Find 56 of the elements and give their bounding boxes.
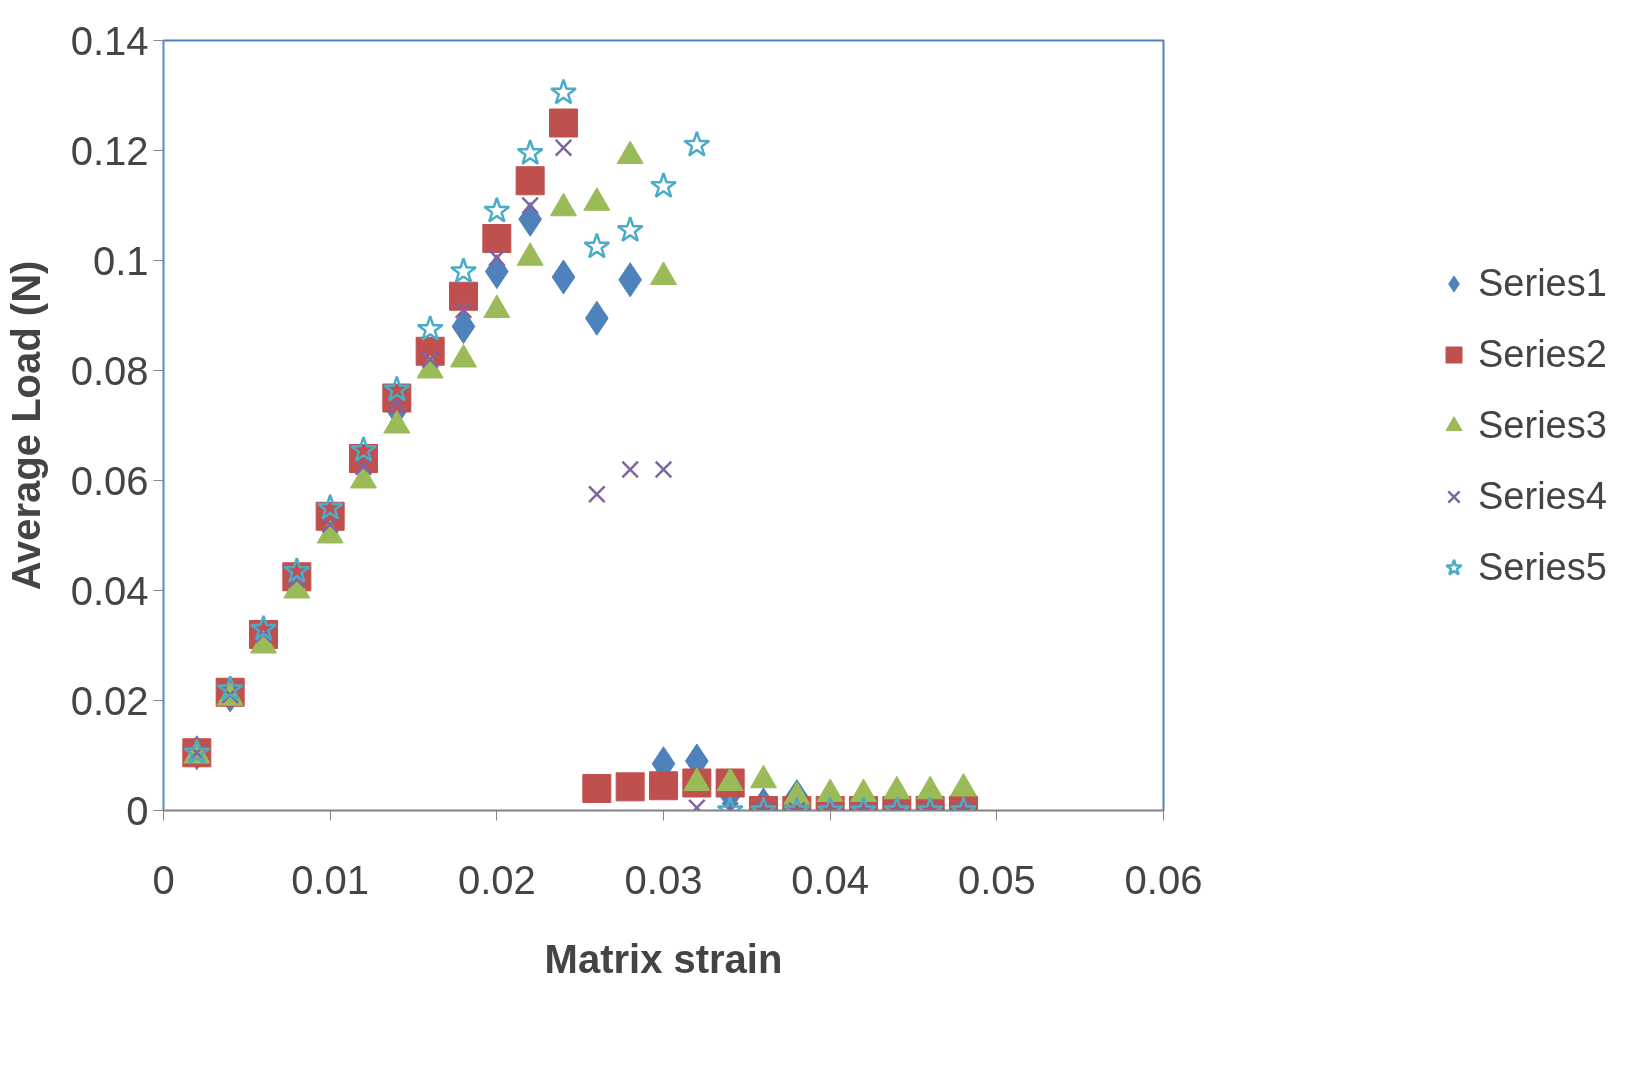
point	[482, 224, 512, 253]
point	[449, 257, 478, 284]
point	[521, 196, 540, 215]
x-axis-title: Matrix strain	[544, 936, 783, 981]
legend-label: Series1	[1478, 261, 1608, 305]
x-tick-label: 0.01	[291, 857, 370, 902]
x-tick-label: 0.06	[1124, 857, 1203, 902]
point	[683, 130, 711, 157]
y-tick-label: 0.04	[70, 568, 149, 613]
point	[416, 315, 444, 342]
y-tick-label: 0	[126, 788, 149, 833]
point	[750, 764, 777, 789]
point	[683, 767, 711, 792]
point	[649, 172, 678, 199]
point	[950, 772, 977, 797]
point	[454, 300, 473, 320]
point	[916, 775, 944, 800]
point	[816, 778, 844, 803]
point	[554, 138, 573, 157]
x-tick-label: 0.02	[457, 857, 536, 902]
y-tick-label: 0.08	[70, 348, 149, 393]
x-tick-label: 0.05	[957, 857, 1036, 902]
point	[316, 493, 344, 520]
point	[549, 108, 578, 138]
x-tick-label: 0.04	[791, 857, 870, 902]
legend-label: Series4	[1478, 474, 1608, 518]
point	[716, 767, 744, 792]
y-tick-label: 0.06	[70, 458, 149, 503]
point	[487, 248, 506, 267]
point	[249, 614, 278, 641]
point	[654, 460, 673, 479]
x-tick-label: 0.03	[624, 857, 703, 902]
point	[216, 675, 244, 702]
point	[451, 309, 476, 344]
point	[883, 775, 911, 800]
y-axis-title: Average Load (N)	[3, 260, 48, 591]
point	[349, 436, 378, 463]
legend-label: Series3	[1478, 403, 1608, 447]
point	[621, 460, 640, 479]
point	[850, 778, 877, 803]
legend-label: Series2	[1478, 332, 1608, 376]
point	[516, 139, 544, 166]
y-tick-label: 0.12	[70, 128, 149, 173]
point	[616, 216, 644, 243]
point	[383, 375, 411, 402]
point	[583, 232, 611, 259]
point	[549, 78, 578, 105]
point	[283, 557, 311, 584]
y-tick-label: 0.1	[92, 238, 149, 283]
point	[587, 485, 606, 504]
point	[483, 196, 511, 223]
y-tick-label: 0.02	[70, 678, 149, 723]
y-tick-label: 0.14	[70, 18, 149, 63]
point	[449, 281, 478, 311]
legend-label: Series5	[1478, 545, 1608, 589]
point	[515, 166, 545, 196]
